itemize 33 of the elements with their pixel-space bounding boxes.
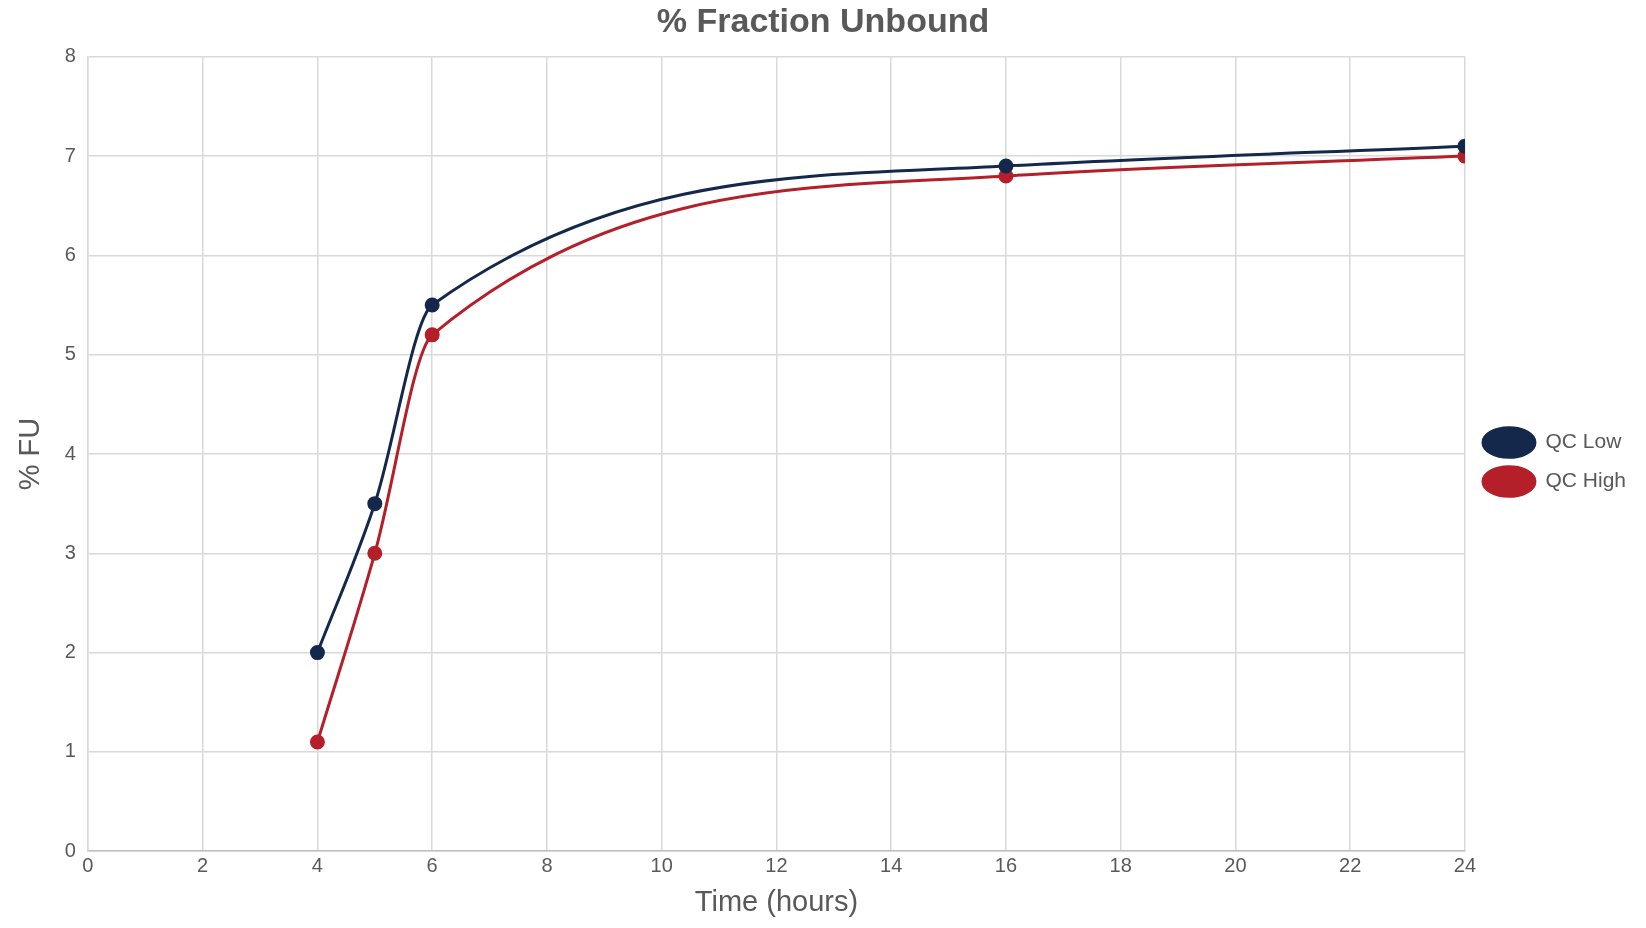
point [309, 734, 325, 750]
y-tick-label: 6 [64, 242, 76, 265]
x-tick-label: 12 [765, 853, 788, 876]
x-tick-label: 8 [541, 853, 553, 876]
legend-label: QC Low [1545, 429, 1623, 453]
y-tick-label: 4 [64, 441, 76, 464]
y-tick-label: 7 [64, 143, 76, 166]
y-axis-title: % FU [13, 417, 46, 491]
x-tick-label: 10 [650, 853, 673, 876]
x-tick-label: 6 [426, 853, 438, 876]
x-tick-label: 4 [311, 853, 323, 876]
point [367, 545, 383, 561]
legend-label: QC High [1545, 468, 1627, 492]
point [309, 645, 325, 661]
x-tick-label: 20 [1224, 853, 1247, 876]
x-tick-label: 18 [1109, 853, 1132, 876]
y-tick-label: 3 [64, 540, 76, 563]
x-tick-label: 16 [994, 853, 1018, 876]
chart-title: % Fraction Unbound [656, 0, 990, 39]
y-tick-label: 5 [64, 342, 76, 365]
x-tick-label: 24 [1453, 853, 1477, 876]
x-tick-label: 14 [880, 853, 903, 876]
x-tick-label: 0 [82, 853, 94, 876]
y-tick-label: 0 [64, 838, 76, 861]
y-tick-label: 2 [64, 640, 76, 663]
point [367, 496, 383, 512]
point [424, 327, 440, 343]
point [424, 297, 440, 313]
x-tick-label: 22 [1339, 853, 1362, 876]
x-tick-label: 2 [197, 853, 209, 876]
x-axis-title: Time (hours) [694, 884, 859, 917]
y-tick-label: 8 [64, 44, 76, 67]
y-tick-label: 1 [64, 739, 76, 762]
